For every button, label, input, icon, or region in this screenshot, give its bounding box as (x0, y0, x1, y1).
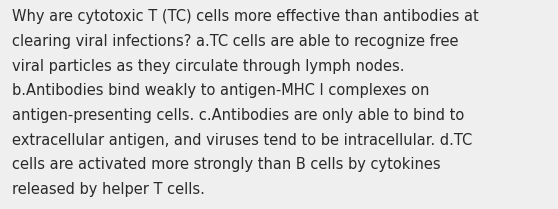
Text: viral particles as they circulate through lymph nodes.: viral particles as they circulate throug… (12, 59, 405, 74)
Text: clearing viral infections? a.TC cells are able to recognize free: clearing viral infections? a.TC cells ar… (12, 34, 459, 49)
Text: extracellular antigen, and viruses tend to be intracellular. d.TC: extracellular antigen, and viruses tend … (12, 133, 473, 148)
Text: b.Antibodies bind weakly to antigen-MHC I complexes on: b.Antibodies bind weakly to antigen-MHC … (12, 83, 430, 98)
Text: antigen-presenting cells. c.Antibodies are only able to bind to: antigen-presenting cells. c.Antibodies a… (12, 108, 464, 123)
Text: cells are activated more strongly than B cells by cytokines: cells are activated more strongly than B… (12, 157, 441, 172)
Text: released by helper T cells.: released by helper T cells. (12, 182, 205, 197)
Text: Why are cytotoxic T (TC) cells more effective than antibodies at: Why are cytotoxic T (TC) cells more effe… (12, 9, 479, 24)
